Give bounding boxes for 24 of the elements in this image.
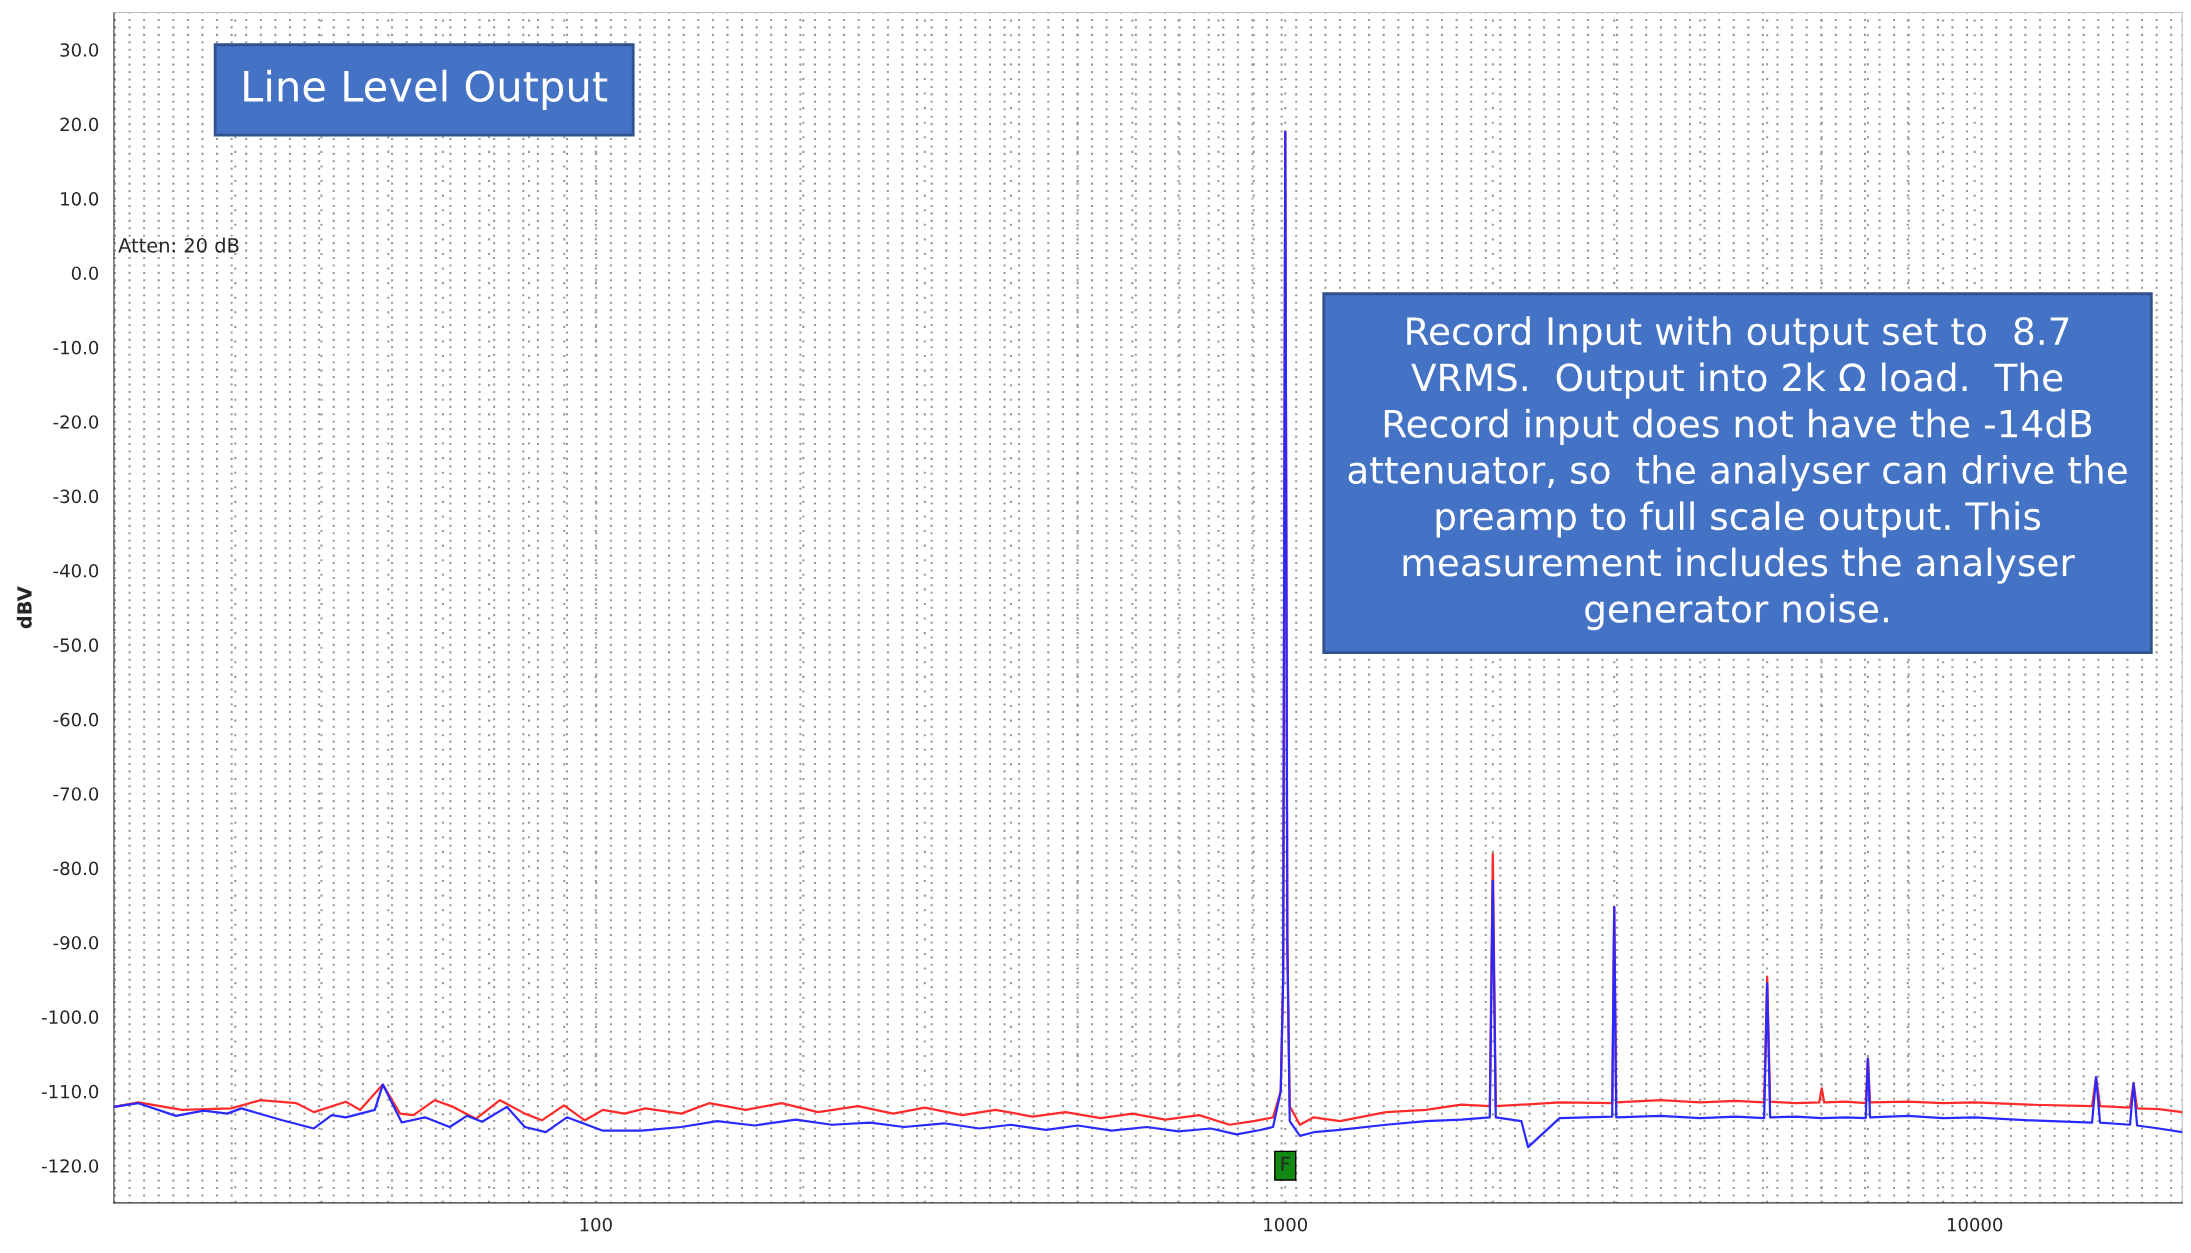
y-tick-label: -10.0 bbox=[53, 340, 99, 355]
y-tick-label: -30.0 bbox=[53, 489, 99, 504]
y-tick-label: -20.0 bbox=[53, 415, 99, 429]
y-tick-label: -80.0 bbox=[53, 861, 99, 876]
annotation: Atten: 20 dB bbox=[118, 237, 239, 253]
y-tick-label: -100.0 bbox=[42, 1010, 99, 1024]
y-tick-label: 30.0 bbox=[60, 43, 99, 57]
y-axis-title: dBV bbox=[16, 586, 32, 629]
y-tick-label: -120.0 bbox=[42, 1159, 99, 1173]
x-tick-label: 1000 bbox=[1264, 1217, 1308, 1232]
y-tick-label: 0.0 bbox=[71, 266, 99, 281]
text: Line Level Output bbox=[244, 69, 608, 111]
y-tick-label: 20.0 bbox=[60, 117, 99, 132]
x-tick-label: 100 bbox=[580, 1217, 612, 1232]
x-tick-label: 10000 bbox=[1947, 1217, 2003, 1232]
annotation: F bbox=[1281, 1156, 1290, 1172]
y-tick-label: -40.0 bbox=[53, 563, 99, 578]
annotation: Record Input with output set to 8.7 VRMS. Output into 2k Ω load. The Record input does not have the -14dB attenuator, so the analyser can drive the preamp to full scale output. This measurement includes the analyser generator noise. bbox=[1348, 316, 2127, 631]
y-tick-label: -110.0 bbox=[42, 1084, 99, 1099]
y-tick-label: 10.0 bbox=[61, 191, 99, 206]
y-tick-label: -50.0 bbox=[53, 638, 99, 653]
y-tick-label: -90.0 bbox=[53, 935, 99, 950]
y-tick-label: -70.0 bbox=[53, 787, 99, 801]
y-tick-label: -60.0 bbox=[53, 712, 99, 727]
